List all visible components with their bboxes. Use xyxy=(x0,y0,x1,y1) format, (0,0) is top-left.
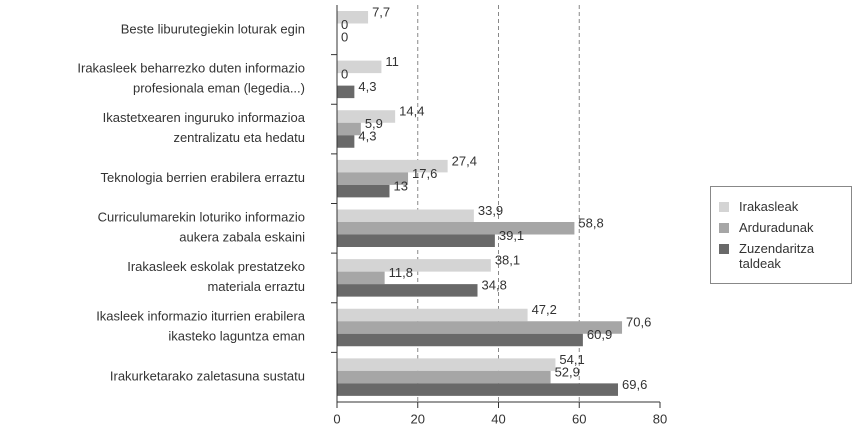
bar xyxy=(337,11,369,24)
bar xyxy=(337,122,361,136)
category-label: Curriculumarekin loturiko informazio auke… xyxy=(98,210,305,245)
value-label: 34,8 xyxy=(482,278,507,293)
value-label: 5,9 xyxy=(365,116,383,131)
legend-swatch xyxy=(719,202,729,212)
bar xyxy=(337,321,623,334)
x-tick-label: 0 xyxy=(333,411,340,426)
value-label: 54,1 xyxy=(559,352,584,367)
category-label: Ikasleek informazio iturrien erabilera ik… xyxy=(96,309,306,344)
category-label: Teknologia berrien erabilera erraztu xyxy=(100,170,305,185)
value-label: 11 xyxy=(385,54,399,69)
value-label: 33,9 xyxy=(478,203,503,218)
value-label: 11,8 xyxy=(389,265,413,280)
legend-label: Zuzendaritza taldeak xyxy=(739,241,815,271)
legend: Irakasleak Arduradunak Zuzendaritza taldea… xyxy=(710,186,852,284)
bar xyxy=(337,85,355,99)
bar xyxy=(337,259,491,272)
bar xyxy=(337,184,390,198)
legend-item: Zuzendaritza taldeak xyxy=(717,241,845,271)
bar xyxy=(337,60,382,74)
legend-item: Irakasleak xyxy=(717,199,845,214)
category-label: Beste liburutegiekin loturak egin xyxy=(121,21,305,36)
legend-swatch xyxy=(719,244,729,254)
value-label: 0 xyxy=(341,29,348,44)
value-label: 17,6 xyxy=(412,166,437,181)
x-tick-label: 20 xyxy=(411,411,425,426)
category-label: Irakasleek beharrezko duten informazio pr… xyxy=(77,61,305,96)
bar xyxy=(337,222,575,235)
bar xyxy=(337,209,474,222)
legend-item: Arduradunak xyxy=(717,220,845,235)
bar xyxy=(337,370,551,384)
category-label: Irakurketarako zaletasuna sustatu xyxy=(110,369,305,384)
category-label: Ikastetxearen inguruko informazioa zentra… xyxy=(103,111,306,146)
bar xyxy=(337,135,355,148)
bar xyxy=(337,308,528,322)
bar xyxy=(337,172,409,185)
bar xyxy=(337,383,619,396)
value-label: 13 xyxy=(393,178,407,193)
bar xyxy=(337,159,448,173)
bar xyxy=(337,358,556,371)
value-label: 27,4 xyxy=(452,153,477,168)
category-label: Irakasleek eskolak prestatzeko materiala … xyxy=(127,259,305,294)
x-tick-label: 80 xyxy=(653,411,667,426)
value-label: 69,6 xyxy=(622,377,647,392)
value-label: 0 xyxy=(341,17,348,32)
value-label: 52,9 xyxy=(555,364,580,379)
value-label: 70,6 xyxy=(626,315,651,330)
legend-label: Irakasleak xyxy=(739,199,799,214)
value-label: 4,3 xyxy=(358,79,376,94)
x-tick-label: 60 xyxy=(572,411,586,426)
bar xyxy=(337,271,385,285)
bar xyxy=(337,284,478,297)
value-label: 38,1 xyxy=(495,253,520,268)
bar xyxy=(337,110,396,123)
value-label: 39,1 xyxy=(499,228,524,243)
value-label: 14,4 xyxy=(399,104,424,119)
bar xyxy=(337,333,583,347)
value-label: 4,3 xyxy=(358,129,376,144)
x-tick-label: 40 xyxy=(491,411,505,426)
value-label: 47,2 xyxy=(532,302,557,317)
value-label: 58,8 xyxy=(578,215,603,230)
bar xyxy=(337,234,495,247)
legend-swatch xyxy=(719,223,729,233)
value-label: 0 xyxy=(341,67,348,82)
value-label: 7,7 xyxy=(372,4,390,19)
value-label: 60,9 xyxy=(587,327,612,342)
legend-label: Arduradunak xyxy=(739,220,814,235)
